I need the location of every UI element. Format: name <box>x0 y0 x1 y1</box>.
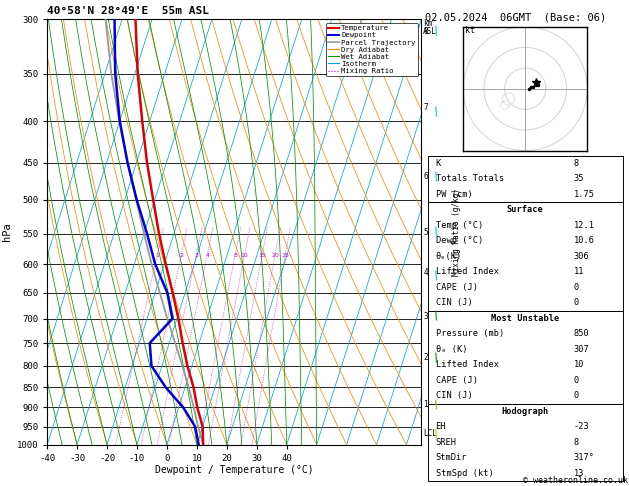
Text: Temp (°C): Temp (°C) <box>435 221 483 230</box>
Bar <box>428 403 623 481</box>
Text: 306: 306 <box>574 252 590 261</box>
Text: Surface: Surface <box>507 205 543 214</box>
Text: Dewp (°C): Dewp (°C) <box>435 236 483 245</box>
Text: SREH: SREH <box>435 438 457 447</box>
Text: 25: 25 <box>281 253 289 258</box>
Text: CIN (J): CIN (J) <box>435 391 472 400</box>
Text: /: / <box>430 352 442 364</box>
Text: Lifted Index: Lifted Index <box>435 267 499 277</box>
Text: 1: 1 <box>155 253 159 258</box>
Text: /: / <box>430 399 442 411</box>
Text: 0: 0 <box>574 376 579 385</box>
Text: 1.75: 1.75 <box>574 190 595 199</box>
Text: 850: 850 <box>574 330 590 338</box>
Text: 0: 0 <box>574 283 579 292</box>
Legend: Temperature, Dewpoint, Parcel Trajectory, Dry Adiabat, Wet Adiabat, Isotherm, Mi: Temperature, Dewpoint, Parcel Trajectory… <box>326 23 418 76</box>
Text: StmDir: StmDir <box>435 453 467 462</box>
Bar <box>428 202 623 311</box>
Text: 0: 0 <box>574 391 579 400</box>
Text: 3: 3 <box>423 312 428 321</box>
Text: 4: 4 <box>205 253 209 258</box>
Text: Lifted Index: Lifted Index <box>435 360 499 369</box>
Text: 2: 2 <box>179 253 183 258</box>
Text: 10: 10 <box>241 253 248 258</box>
Text: CIN (J): CIN (J) <box>435 298 472 307</box>
Text: θₑ(K): θₑ(K) <box>435 252 462 261</box>
Text: 02.05.2024  06GMT  (Base: 06): 02.05.2024 06GMT (Base: 06) <box>425 12 606 22</box>
Text: CAPE (J): CAPE (J) <box>435 376 477 385</box>
Text: 0: 0 <box>574 298 579 307</box>
Text: θₑ (K): θₑ (K) <box>435 345 467 354</box>
Text: 317°: 317° <box>574 453 595 462</box>
Text: 8: 8 <box>423 27 428 35</box>
Text: 40°58'N 28°49'E  55m ASL: 40°58'N 28°49'E 55m ASL <box>47 5 209 16</box>
Text: © weatheronline.co.uk: © weatheronline.co.uk <box>523 476 628 485</box>
Text: EH: EH <box>435 422 446 432</box>
Text: ASL: ASL <box>423 27 437 36</box>
Text: /: / <box>430 270 442 282</box>
Text: /: / <box>430 310 442 322</box>
Text: 20: 20 <box>271 253 279 258</box>
Text: 3: 3 <box>194 253 198 258</box>
Text: /: / <box>430 106 442 118</box>
Text: K: K <box>435 159 441 168</box>
Bar <box>428 156 623 202</box>
Text: 2: 2 <box>423 353 428 363</box>
Text: 8: 8 <box>574 159 579 168</box>
Text: 1: 1 <box>423 400 428 409</box>
Text: 307: 307 <box>574 345 590 354</box>
Text: /: / <box>430 428 442 440</box>
Text: 12.1: 12.1 <box>574 221 595 230</box>
Text: 7: 7 <box>423 103 428 112</box>
Text: /: / <box>430 25 442 37</box>
Text: /: / <box>430 171 442 183</box>
Text: 10.6: 10.6 <box>574 236 595 245</box>
Text: /: / <box>430 226 442 238</box>
Text: StmSpd (kt): StmSpd (kt) <box>435 469 493 478</box>
Text: 10: 10 <box>574 360 584 369</box>
X-axis label: Dewpoint / Temperature (°C): Dewpoint / Temperature (°C) <box>155 466 314 475</box>
Y-axis label: hPa: hPa <box>3 223 13 242</box>
Text: Hodograph: Hodograph <box>501 407 549 416</box>
Text: Pressure (mb): Pressure (mb) <box>435 330 504 338</box>
Text: 8: 8 <box>233 253 237 258</box>
Text: 15: 15 <box>258 253 266 258</box>
Text: Totals Totals: Totals Totals <box>435 174 504 183</box>
Text: LCL: LCL <box>423 430 437 438</box>
Text: 6: 6 <box>423 172 428 181</box>
Text: -23: -23 <box>574 422 590 432</box>
Text: 13: 13 <box>574 469 584 478</box>
Text: 4: 4 <box>423 268 428 277</box>
Text: Most Unstable: Most Unstable <box>491 314 559 323</box>
Text: 11: 11 <box>574 267 584 277</box>
Text: 8: 8 <box>574 438 579 447</box>
Text: PW (cm): PW (cm) <box>435 190 472 199</box>
Text: 5: 5 <box>423 228 428 237</box>
Text: km: km <box>423 19 433 29</box>
Text: CAPE (J): CAPE (J) <box>435 283 477 292</box>
Text: kt: kt <box>465 26 476 35</box>
Bar <box>428 311 623 403</box>
Text: 35: 35 <box>574 174 584 183</box>
Text: Mixing Ratio (g/kg): Mixing Ratio (g/kg) <box>452 188 460 276</box>
